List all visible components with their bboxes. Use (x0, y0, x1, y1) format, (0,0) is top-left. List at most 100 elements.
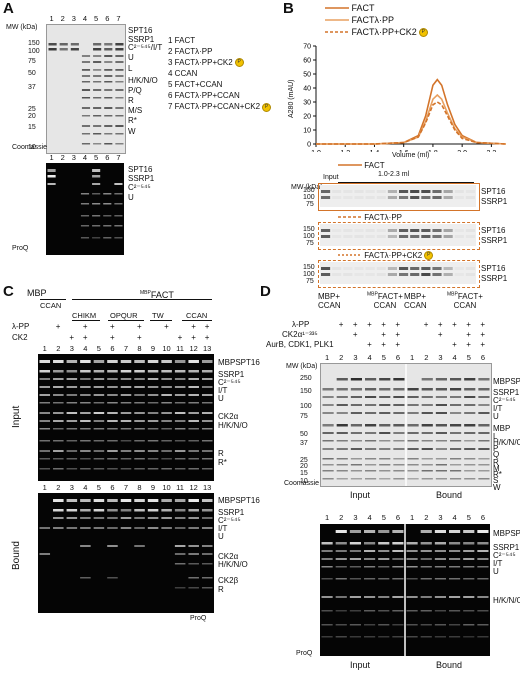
band-label: CK2α (218, 552, 239, 561)
bound-label-d: Bound (436, 490, 463, 500)
band-label: SSRP1 (128, 174, 155, 183)
band-label: SSRP1 (493, 388, 520, 397)
y-tick-label: 30 (303, 100, 311, 107)
input-label-d: Input (350, 490, 371, 500)
band-label: H/K/N/O (218, 421, 248, 430)
band-label: U (128, 53, 134, 62)
legend-2: 2 FACTλ·PP (168, 47, 213, 56)
plus-mark: + (395, 330, 401, 339)
band-label: 100 (300, 403, 312, 410)
legend-fact: FACT (325, 3, 428, 13)
mw-100: 100 (303, 271, 315, 278)
group-underline (72, 320, 100, 321)
group-tw: TW (152, 311, 164, 320)
band-label: 250 (300, 375, 312, 382)
band-label: P/Q (128, 86, 142, 95)
plus-mark: + (381, 320, 386, 329)
y-axis-label: A280 (mAU) (288, 79, 295, 118)
band-label: 37 (300, 440, 308, 447)
band-label: H/K/N/O (128, 76, 158, 85)
coomassie-gel (46, 24, 126, 154)
band-label: R (128, 96, 134, 105)
y-tick-label: 50 (303, 72, 311, 79)
plus-mark: + (177, 333, 183, 342)
panel-c-label: C (3, 283, 14, 300)
plus-mark: + (109, 322, 115, 331)
band-label: I/T (493, 559, 503, 568)
band-label: 20 (28, 113, 36, 120)
plus-mark: + (480, 330, 486, 339)
band-label: U (218, 394, 224, 403)
band-label: I/T (218, 524, 228, 533)
plus-mark: + (137, 322, 142, 331)
band-label: P (493, 444, 499, 453)
input-gel (38, 354, 214, 481)
band-label: C²⁻⁵⁴⁵ (128, 183, 151, 192)
plus-mark: + (466, 330, 471, 339)
row-ck2: CK2 (12, 333, 28, 342)
gel-fact-box (318, 183, 480, 211)
y-tick-label: 10 (303, 128, 311, 135)
band-label: 25 (300, 457, 308, 464)
band-label: L (493, 432, 498, 441)
band-label: MBPSPT16 (493, 377, 520, 386)
col-fact-ccan-2: MBPFACT+ CCAN (447, 291, 483, 310)
mbp-fact-bracket (72, 299, 212, 300)
gel-lpp (320, 224, 476, 246)
coomassie-gel-d (320, 363, 492, 487)
plus-mark: + (466, 320, 471, 329)
row-lpp-d: λ-PP (292, 320, 310, 329)
legend-7: 7 FACTλ·PP+CCAN+CK2 P (168, 102, 272, 112)
panel-b-label: B (283, 0, 294, 17)
plus-mark: + (480, 320, 486, 329)
group-underline (150, 320, 172, 321)
input-gel-bands (39, 360, 213, 470)
band-label: 10 (28, 144, 36, 151)
mw-100: 100 (303, 233, 315, 240)
ck2-icon: P (262, 102, 272, 112)
row-lpp: λ-PP (12, 322, 30, 331)
legend-swatch-fact (325, 7, 349, 9)
band-label: 75 (28, 58, 36, 65)
plus-mark: + (437, 330, 443, 339)
x-tick-label: 1.8 (428, 150, 438, 152)
mw-header: MW (kDa) (6, 24, 38, 31)
gel-header-ck2: FACTλ·PP+CK2 P (338, 251, 434, 261)
lane-legend: 1 FACT 2 FACTλ·PP 3 FACTλ·PP+CK2 P 4 CCAN… (168, 36, 272, 112)
band-label: C²⁻⁵⁴⁵/I/T (128, 43, 163, 52)
band-label: SSRP1 (493, 543, 520, 552)
x-tick-label: 1.6 (399, 150, 409, 152)
legend-swatch-lpp (338, 216, 362, 218)
band-label: U (493, 567, 499, 576)
y-tick-label: 0 (307, 142, 311, 149)
legend-1: 1 FACT (168, 36, 196, 45)
legend-3: 3 FACTλ·PP+CK2 P (168, 58, 271, 68)
band-label: W (128, 127, 136, 136)
band-label: H/K/N/O (218, 560, 248, 569)
gel-ck2-box (318, 260, 480, 288)
gel-lpp-box (318, 222, 480, 250)
legend-swatch-fact (338, 164, 362, 166)
bound-gel (38, 493, 214, 613)
plus-mark: + (69, 333, 75, 342)
mw-75: 75 (306, 278, 314, 285)
input-label-d2: Input (350, 660, 371, 670)
gel-ck2 (320, 262, 476, 284)
bound-label-d2: Bound (436, 660, 463, 670)
band-label: 10 (300, 478, 308, 485)
panel-a-label: A (3, 0, 14, 17)
ssrp1-label: SSRP1 (481, 197, 508, 206)
ssrp1-label: SSRP1 (481, 274, 508, 283)
plus-mark: + (55, 322, 61, 331)
group-underline (108, 320, 144, 321)
band-label: U (128, 193, 134, 202)
lane-numbers-bound: 1 2 3 4 5 6 7 8 9 10 11 12 13 (42, 483, 212, 492)
plus-mark: + (480, 340, 486, 349)
plus-mark: + (452, 340, 457, 349)
bound-gel-bands (39, 499, 213, 589)
plus-mark: + (82, 322, 88, 331)
band-label: R (218, 585, 224, 594)
